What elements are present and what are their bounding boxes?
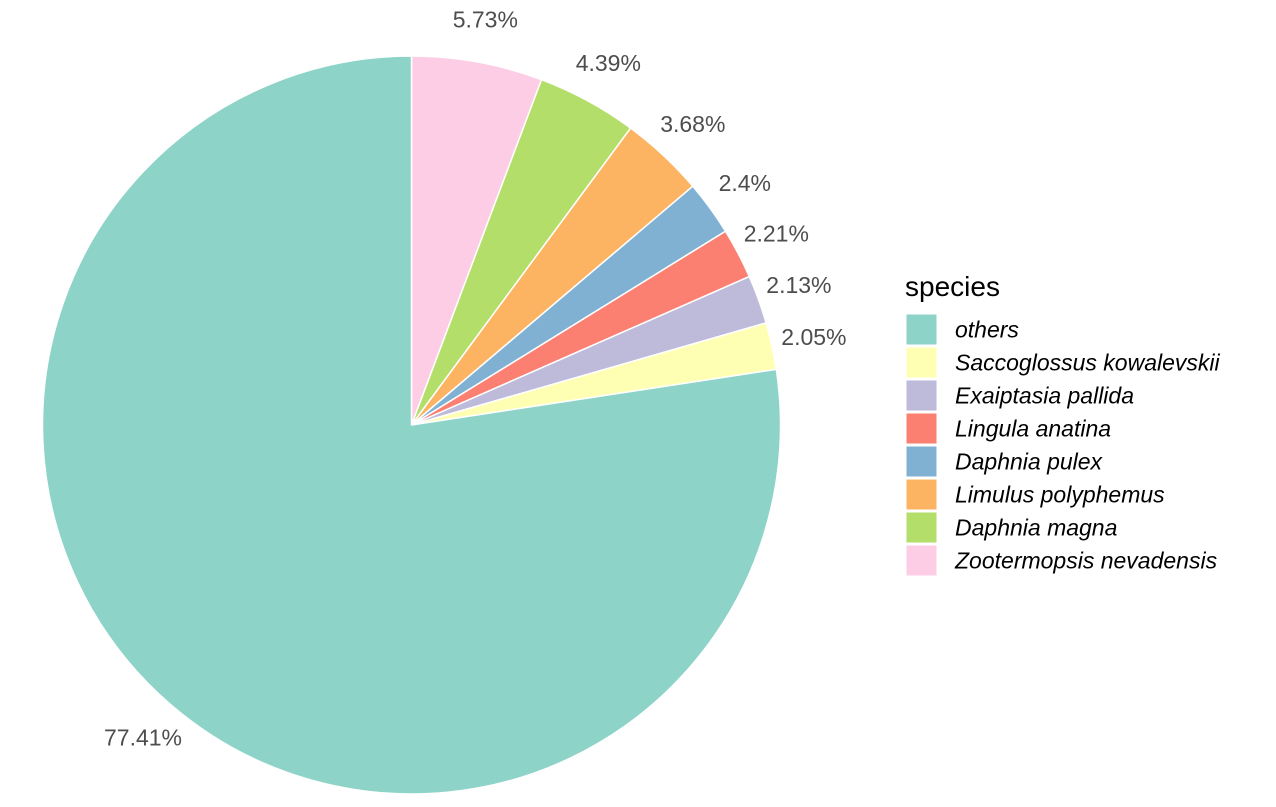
pct-label-daphnia-magna: 4.39%	[576, 50, 641, 76]
pct-label-lingula-anatina: 2.21%	[744, 221, 809, 247]
pct-label-daphnia-pulex: 2.4%	[719, 170, 771, 196]
legend-key-daphnia-magna	[905, 511, 938, 544]
legend-label-daphnia-magna: Daphnia magna	[955, 515, 1117, 541]
legend-key-saccoglossus-kowalevskii	[905, 346, 938, 379]
legend-key-exaiptasia-pallida	[905, 379, 938, 412]
legend: species others Saccoglossus kowalevskii Ex…	[905, 271, 1221, 577]
legend-key-limulus-polyphemus	[905, 478, 938, 511]
legend-key-lingula-anatina	[905, 412, 938, 445]
pct-label-exaiptasia-pallida: 2.13%	[766, 272, 831, 298]
legend-key-daphnia-pulex	[905, 445, 938, 478]
legend-label-others: others	[955, 317, 1019, 343]
legend-label-zootermopsis-nevadensis: Zootermopsis nevadensis	[954, 548, 1218, 574]
legend-label-exaiptasia-pallida: Exaiptasia pallida	[955, 383, 1134, 409]
pct-label-limulus-polyphemus: 3.68%	[660, 111, 725, 137]
legend-label-daphnia-pulex: Daphnia pulex	[955, 449, 1104, 475]
pct-label-saccoglossus-kowalevskii: 2.05%	[781, 324, 846, 350]
legend-label-saccoglossus-kowalevskii: Saccoglossus kowalevskii	[955, 350, 1221, 376]
legend-label-lingula-anatina: Lingula anatina	[955, 416, 1111, 442]
percentage-labels: 5.73% 4.39% 3.68% 2.4% 2.21% 2.13% 2.05% 77.41%	[104, 7, 847, 751]
pie-slice-others	[41, 55, 782, 795]
legend-items: others Saccoglossus kowalevskii Exaiptasia…	[905, 313, 1221, 577]
legend-key-others	[905, 313, 938, 346]
pie-slices	[41, 55, 782, 795]
pct-label-others: 77.41%	[104, 725, 182, 751]
legend-key-zootermopsis-nevadensis	[905, 544, 938, 577]
legend-title: species	[905, 271, 1000, 302]
legend-label-limulus-polyphemus: Limulus polyphemus	[955, 482, 1165, 508]
pie-slice-zootermopsis-nevadensis	[410, 55, 543, 426]
pct-label-zootermopsis-nevadensis: 5.73%	[453, 7, 518, 33]
